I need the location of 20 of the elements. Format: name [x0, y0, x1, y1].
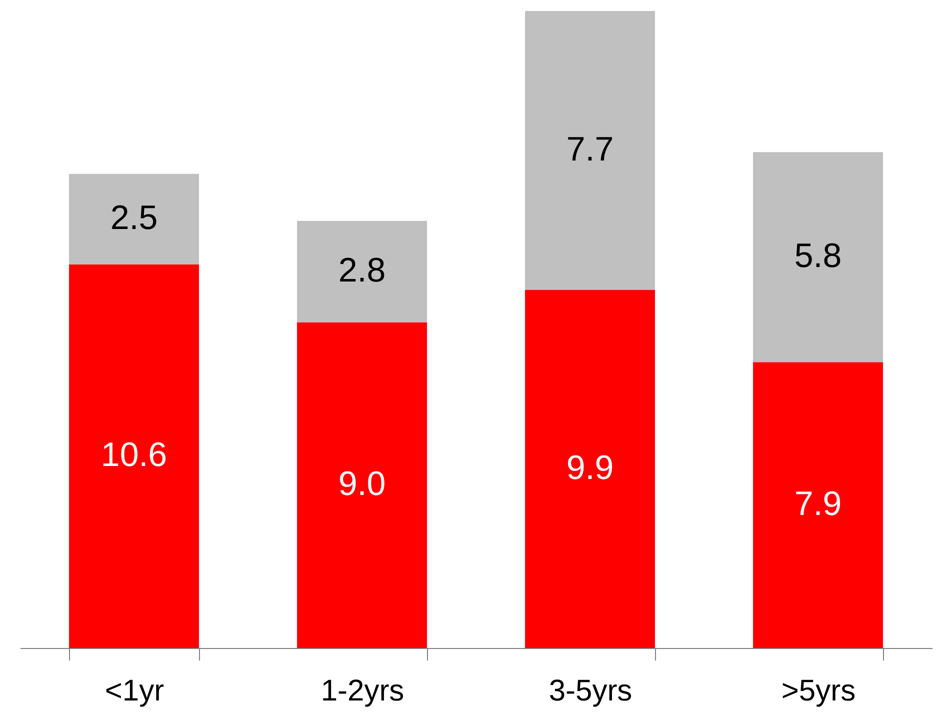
x-tick-label: >5yrs: [781, 674, 856, 708]
data-label: 7.9: [794, 485, 842, 524]
bar: [525, 290, 655, 648]
x-tick-label: 3-5yrs: [548, 674, 632, 708]
bar: [297, 322, 427, 648]
bar: [525, 11, 655, 290]
data-label: 10.6: [100, 436, 168, 474]
data-label: 5.8: [794, 237, 842, 276]
data-label: 9.0: [338, 465, 386, 504]
bar: [753, 362, 883, 648]
bar: [297, 220, 427, 322]
bar: [69, 264, 199, 648]
data-label: 9.9: [566, 448, 614, 487]
bar: [69, 174, 199, 264]
x-tick-label: 1-2yrs: [320, 674, 404, 708]
bar: [753, 152, 883, 362]
data-label: 7.7: [566, 130, 614, 168]
data-label: 2.5: [110, 199, 158, 238]
x-tick-label: <1yr: [104, 674, 164, 708]
data-label: 2.8: [338, 252, 386, 290]
